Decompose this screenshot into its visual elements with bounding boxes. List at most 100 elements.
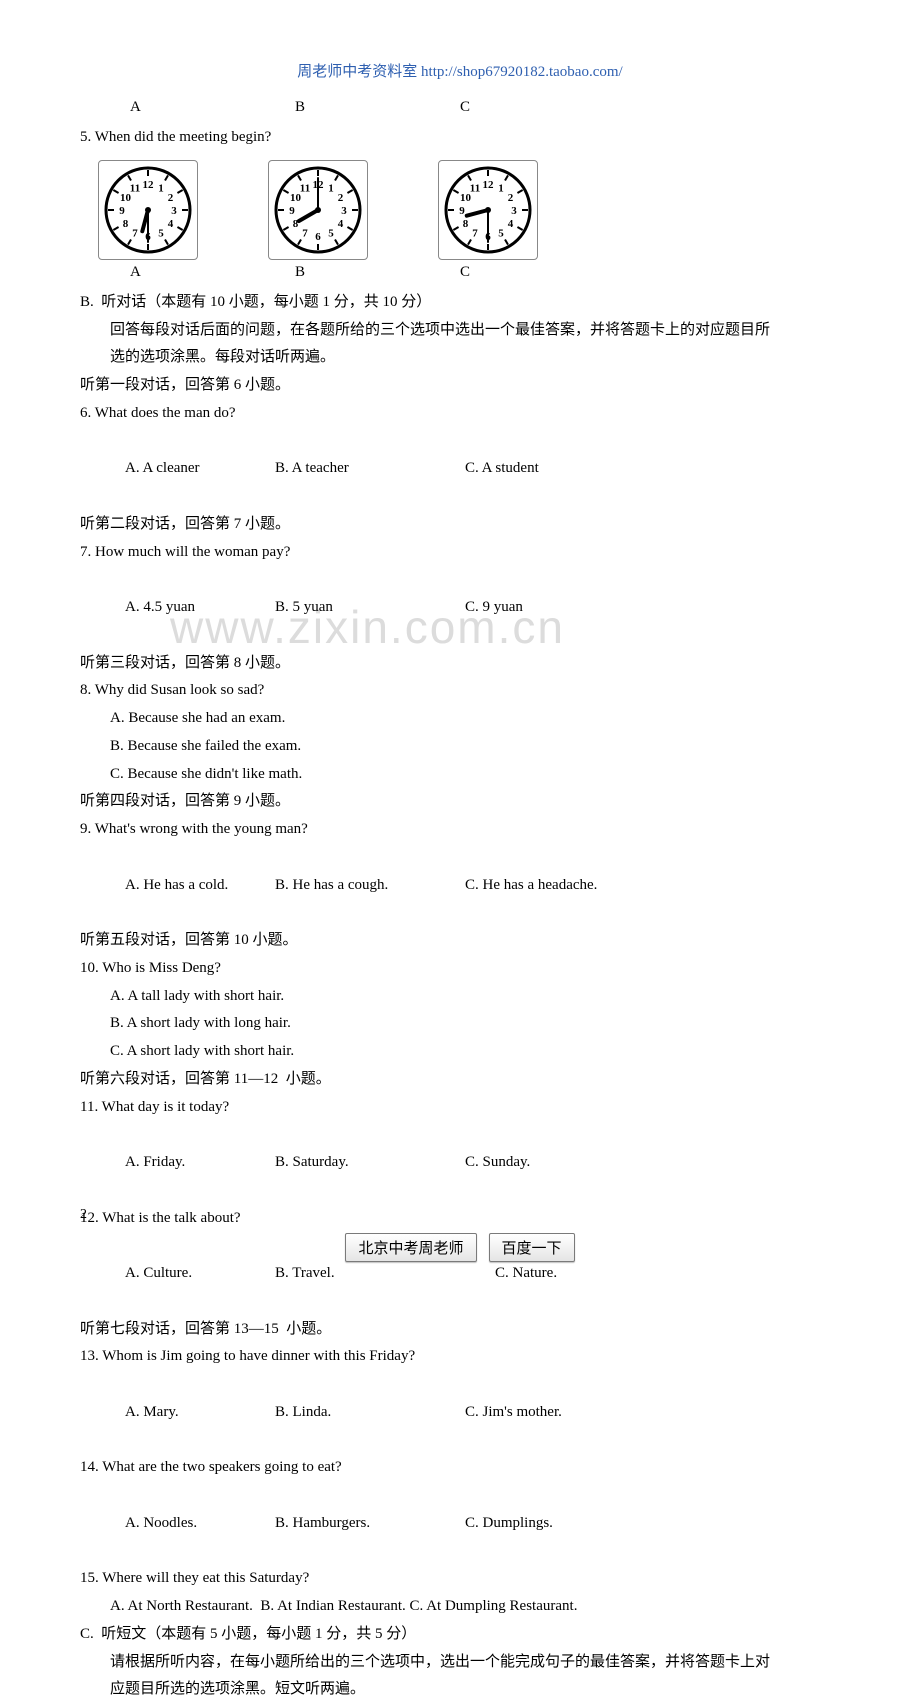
- q14-text: 14. What are the two speakers going to e…: [80, 1454, 840, 1482]
- q15-a: A. At North Restaurant. B. At Indian Res…: [80, 1593, 840, 1621]
- svg-text:3: 3: [341, 205, 347, 217]
- svg-text:8: 8: [123, 218, 129, 230]
- clock-c: 121234567891011: [438, 160, 538, 260]
- seg1: 听第一段对话，回答第 6 小题。: [80, 372, 840, 400]
- svg-text:9: 9: [289, 205, 295, 217]
- svg-text:12: 12: [483, 179, 495, 191]
- section-b-title: B. 听对话（本题有 10 小题，每小题 1 分，共 10 分）: [80, 289, 840, 317]
- seg3: 听第三段对话，回答第 8 小题。: [80, 650, 840, 678]
- svg-text:12: 12: [143, 179, 155, 191]
- q11-options: A. Friday.B. Saturday.C. Sunday.: [80, 1121, 840, 1204]
- q9-c: C. He has a headache.: [465, 872, 597, 900]
- q6-text: 6. What does the man do?: [80, 400, 840, 428]
- q11-c: C. Sunday.: [465, 1149, 530, 1177]
- svg-text:7: 7: [302, 227, 308, 239]
- q8-c: C. Because she didn't like math.: [80, 761, 840, 789]
- q14-a: A. Noodles.: [125, 1510, 275, 1538]
- q9-b: B. He has a cough.: [275, 872, 465, 900]
- q12-text: 12. What is the talk about?: [80, 1205, 840, 1233]
- svg-text:2: 2: [168, 192, 174, 204]
- q9-options: A. He has a cold.B. He has a cough.C. He…: [80, 844, 840, 927]
- header-link[interactable]: 周老师中考资料室 http://shop67920182.taobao.com/: [80, 60, 840, 81]
- seg6: 听第六段对话，回答第 11—12 小题。: [80, 1066, 840, 1094]
- label-c: C: [460, 99, 625, 116]
- q6-b: B. A teacher: [275, 455, 465, 483]
- label-a: A: [130, 99, 295, 116]
- svg-text:5: 5: [498, 227, 504, 239]
- svg-text:4: 4: [168, 218, 174, 230]
- q10-a: A. A tall lady with short hair.: [80, 983, 840, 1011]
- svg-text:11: 11: [300, 182, 310, 194]
- svg-text:3: 3: [511, 205, 517, 217]
- q9-text: 9. What's wrong with the young man?: [80, 816, 840, 844]
- abc-row-top: A B C: [130, 99, 840, 116]
- svg-text:4: 4: [338, 218, 344, 230]
- section-c-desc2: 应题目所选的选项涂黑。短文听两遍。: [80, 1676, 840, 1704]
- q7-options: A. 4.5 yuanB. 5 yuanC. 9 yuan: [80, 566, 840, 649]
- svg-text:2: 2: [508, 192, 514, 204]
- q5-label-c: C: [460, 264, 625, 281]
- svg-text:3: 3: [171, 205, 177, 217]
- q6-options: A. A cleanerB. A teacherC. A student: [80, 428, 840, 511]
- svg-text:8: 8: [463, 218, 469, 230]
- q13-c: C. Jim's mother.: [465, 1399, 562, 1427]
- q9-a: A. He has a cold.: [125, 872, 275, 900]
- label-b: B: [295, 99, 460, 116]
- q12-a: A. Culture.: [125, 1260, 275, 1288]
- q6-a: A. A cleaner: [125, 455, 275, 483]
- svg-text:7: 7: [132, 227, 138, 239]
- seg7: 听第七段对话，回答第 13—15 小题。: [80, 1316, 840, 1344]
- svg-text:6: 6: [315, 231, 321, 243]
- seg2: 听第二段对话，回答第 7 小题。: [80, 511, 840, 539]
- page-content: 周老师中考资料室 http://shop67920182.taobao.com/…: [80, 60, 840, 1704]
- q12-b: B. Travel.: [275, 1260, 495, 1288]
- svg-text:5: 5: [328, 227, 334, 239]
- svg-text:11: 11: [130, 182, 140, 194]
- q14-b: B. Hamburgers.: [275, 1510, 465, 1538]
- q8-text: 8. Why did Susan look so sad?: [80, 677, 840, 705]
- q10-b: B. A short lady with long hair.: [80, 1010, 840, 1038]
- q6-c: C. A student: [465, 455, 539, 483]
- q5-clocks: 121234567891011 121234567891011 12123456…: [98, 160, 840, 260]
- q7-c: C. 9 yuan: [465, 594, 523, 622]
- q12-c: C. Nature.: [495, 1260, 557, 1288]
- svg-text:11: 11: [470, 182, 480, 194]
- svg-text:9: 9: [119, 205, 125, 217]
- q13-a: A. Mary.: [125, 1399, 275, 1427]
- svg-text:1: 1: [328, 182, 334, 194]
- q7-a: A. 4.5 yuan: [125, 594, 275, 622]
- q14-options: A. Noodles.B. Hamburgers.C. Dumplings.: [80, 1482, 840, 1565]
- q5-labels: A B C: [130, 264, 840, 281]
- svg-text:5: 5: [158, 227, 164, 239]
- q7-text: 7. How much will the woman pay?: [80, 539, 840, 567]
- svg-text:1: 1: [158, 182, 164, 194]
- q11-b: B. Saturday.: [275, 1149, 465, 1177]
- section-b-desc1: 回答每段对话后面的问题，在各题所给的三个选项中选出一个最佳答案，并将答题卡上的对…: [80, 317, 840, 345]
- q11-a: A. Friday.: [125, 1149, 275, 1177]
- q10-c: C. A short lady with short hair.: [80, 1038, 840, 1066]
- q11-text: 11. What day is it today?: [80, 1094, 840, 1122]
- q5-label-a: A: [130, 264, 295, 281]
- q15-text: 15. Where will they eat this Saturday?: [80, 1565, 840, 1593]
- q13-b: B. Linda.: [275, 1399, 465, 1427]
- q5-label-b: B: [295, 264, 460, 281]
- svg-text:2: 2: [338, 192, 344, 204]
- q14-c: C. Dumplings.: [465, 1510, 553, 1538]
- svg-text:9: 9: [459, 205, 465, 217]
- section-b-desc2: 选的选项涂黑。每段对话听两遍。: [80, 344, 840, 372]
- seg5: 听第五段对话，回答第 10 小题。: [80, 927, 840, 955]
- q10-text: 10. Who is Miss Deng?: [80, 955, 840, 983]
- q13-text: 13. Whom is Jim going to have dinner wit…: [80, 1343, 840, 1371]
- q5-text: 5. When did the meeting begin?: [80, 124, 840, 152]
- svg-text:1: 1: [498, 182, 504, 194]
- svg-text:4: 4: [508, 218, 514, 230]
- clock-b: 121234567891011: [268, 160, 368, 260]
- q7-b: B. 5 yuan: [275, 594, 465, 622]
- q12-options: A. Culture.B. Travel.C. Nature.: [80, 1232, 840, 1315]
- q13-options: A. Mary.B. Linda.C. Jim's mother.: [80, 1371, 840, 1454]
- q8-a: A. Because she had an exam.: [80, 705, 840, 733]
- q8-b: B. Because she failed the exam.: [80, 733, 840, 761]
- svg-text:7: 7: [472, 227, 478, 239]
- clock-a: 121234567891011: [98, 160, 198, 260]
- section-c-desc1: 请根据所听内容，在每小题所给出的三个选项中，选出一个能完成句子的最佳答案，并将答…: [80, 1649, 840, 1677]
